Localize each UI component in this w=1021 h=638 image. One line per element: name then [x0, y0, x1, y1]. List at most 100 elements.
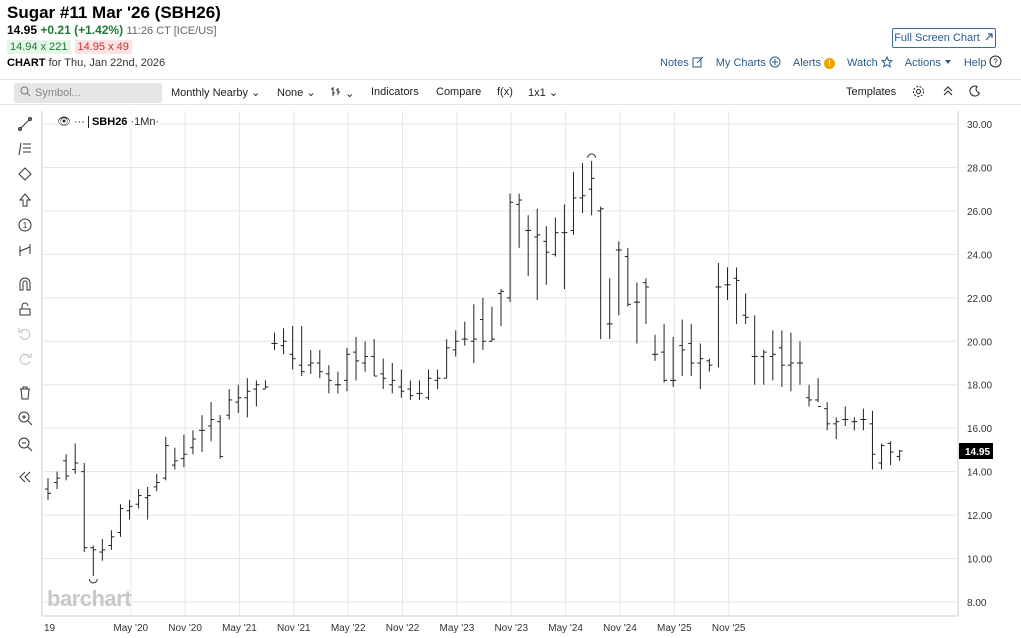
eye-icon[interactable]: 👁 [57, 116, 71, 128]
y-tick-label: 18.00 [967, 381, 992, 392]
ohlc-bar [516, 193, 523, 248]
chart-grid [41, 111, 959, 617]
ohlc-bar [45, 478, 51, 500]
ohlc-bar [126, 499, 133, 520]
ohlc-bar [670, 336, 677, 387]
ohlc-bar [334, 371, 341, 394]
templates-button[interactable]: Templates [846, 86, 897, 98]
x-tick-label: Nov '20 [168, 623, 202, 634]
indicators-button[interactable]: Indicators [371, 86, 419, 98]
ohlc-bar [697, 343, 704, 390]
function-button[interactable]: f(x) [497, 86, 513, 98]
price-chart[interactable]: 8.00 10.00 12.00 14.00 16.00 18.00 20.00 22.00 2… [0, 107, 1021, 638]
ohlc-bar [208, 402, 215, 442]
actions-menu[interactable]: Actions [905, 57, 952, 69]
ohlc-bar [624, 247, 631, 307]
trendline-tool-icon[interactable] [16, 115, 34, 133]
expand-icon [984, 32, 994, 45]
ohlc-bar [642, 278, 649, 324]
ohlc-bar [72, 443, 79, 474]
period-dropdown[interactable]: Monthly Nearby ⌄ [171, 86, 260, 99]
y-tick-label: 26.00 [967, 207, 992, 218]
ohlc-bar [452, 330, 459, 357]
ohlc-bar [597, 206, 604, 340]
ohlc-bar [162, 436, 169, 481]
x-tick-label: Nov '23 [494, 623, 528, 634]
x-tick-label: May '24 [548, 623, 583, 634]
shape-tool-icon[interactable] [16, 165, 34, 183]
ohlc-bar [217, 415, 224, 459]
redo-icon[interactable] [16, 350, 34, 368]
watch-label: Watch [847, 57, 878, 69]
magnet-icon[interactable] [16, 275, 34, 293]
watch-link[interactable]: Watch [847, 55, 894, 71]
ohlc-bar [353, 336, 360, 381]
ohlc-bar [661, 323, 668, 383]
alerts-label: Alerts [792, 57, 821, 69]
trash-icon[interactable] [16, 384, 34, 402]
unlock-icon[interactable] [16, 300, 34, 318]
ohlc-bar [434, 369, 441, 390]
fullscreen-button[interactable]: Full Screen Chart [892, 28, 996, 48]
ohlc-bar [81, 462, 88, 553]
notes-label: Notes [660, 57, 689, 69]
chevron-down-icon: ⌄ [306, 87, 316, 99]
overlay-dropdown[interactable]: None ⌄ [277, 86, 316, 99]
notes-link[interactable]: Notes [660, 56, 704, 71]
ohlc-bar [425, 369, 432, 400]
y-tick-label: 22.00 [967, 294, 992, 305]
series-menu-icon[interactable]: ··· [73, 115, 85, 128]
layout-dropdown[interactable]: 1x1 ⌄ [528, 86, 558, 99]
chevron-down-icon: ⌄ [251, 87, 261, 99]
measure-tool-icon[interactable] [16, 241, 34, 259]
arrow-up-tool-icon[interactable] [16, 191, 34, 209]
settings-gear-icon[interactable] [912, 85, 925, 101]
ohlc-bar [824, 402, 831, 431]
ohlc-bar [760, 349, 767, 385]
actions-label: Actions [904, 57, 941, 69]
y-tick-label: 8.00 [967, 598, 987, 609]
ohlc-bar [815, 378, 822, 407]
x-tick-label: May '25 [657, 623, 692, 634]
zoom-in-icon[interactable] [16, 409, 34, 427]
collapse-up-icon[interactable] [942, 85, 954, 100]
ohlc-bar [362, 341, 369, 372]
ohlc-bar [135, 489, 142, 509]
dark-mode-moon-icon[interactable] [969, 85, 981, 100]
ohlc-series [45, 153, 903, 584]
symbol-placeholder: Symbol... [35, 87, 81, 99]
ohlc-bar [733, 267, 740, 324]
chart-date-text: for Thu, Jan 22nd, 2026 [48, 57, 166, 69]
svg-text:?: ? [994, 58, 999, 67]
series-legend[interactable]: 👁 ··· SBH26 ·1Mn· [57, 115, 160, 128]
overlay-label: None [277, 87, 304, 99]
y-tick-label: 14.00 [967, 468, 992, 479]
compare-button[interactable]: Compare [436, 86, 482, 98]
my-charts-link[interactable]: My Charts [716, 56, 781, 71]
alerts-link[interactable]: Alerts ! [793, 57, 835, 69]
ohlc-bar [751, 315, 758, 385]
ohlc-bar [262, 380, 269, 390]
bar-type-dropdown[interactable]: ⌄ [330, 86, 354, 100]
bid-value: 14.94 x 221 [7, 40, 71, 54]
series-symbol: SBH26 [91, 115, 128, 128]
help-link[interactable]: Help ? [964, 55, 1003, 71]
chevron-down-icon: ⌄ [548, 87, 559, 99]
ohlc-bar [769, 330, 776, 381]
ohlc-bar [570, 171, 577, 235]
ohlc-bar [588, 160, 595, 216]
ohlc-bar [488, 306, 495, 342]
last-price-label: 14.95 [965, 447, 990, 458]
ohlc-bar [235, 384, 242, 413]
zoom-out-icon[interactable] [16, 435, 34, 453]
symbol-search-input[interactable]: Symbol... [14, 83, 162, 103]
ohlc-bar [615, 241, 622, 316]
label-tool-icon[interactable]: 1 [16, 216, 34, 234]
ohlc-bar [407, 380, 414, 400]
ohlc-bar [525, 215, 532, 277]
undo-icon[interactable] [16, 325, 34, 343]
fibonacci-tool-icon[interactable] [16, 140, 34, 158]
ohlc-bar [298, 326, 305, 377]
actions-bar: Notes My Charts Alerts ! Watch Actions H… [660, 55, 1002, 71]
collapse-left-icon[interactable] [16, 468, 34, 486]
